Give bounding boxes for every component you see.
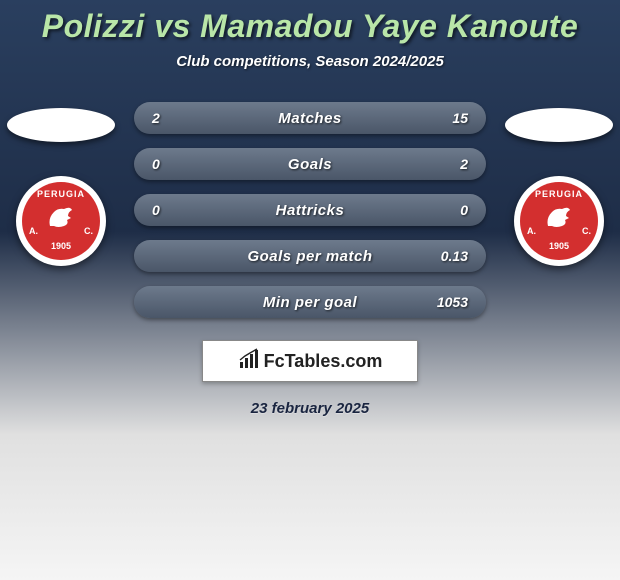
stat-row-goals: 0 Goals 2: [134, 148, 486, 180]
crest-inner: PERUGIA A. C. 1905: [22, 182, 100, 260]
left-player-column: PERUGIA A. C. 1905: [6, 108, 116, 266]
stat-value-left: 0: [152, 156, 192, 172]
stat-value-right: 0.13: [428, 248, 468, 264]
stat-label: Min per goal: [263, 294, 357, 311]
stat-value-right: 1053: [428, 294, 468, 310]
stat-value-right: 2: [428, 156, 468, 172]
watermark-brand: FcTables.com: [264, 351, 383, 372]
griffin-icon: [542, 200, 576, 242]
bar-chart-icon: [238, 348, 260, 375]
stat-label: Hattricks: [276, 202, 345, 219]
stat-label: Matches: [278, 110, 342, 127]
crest-club-name-left: PERUGIA: [37, 189, 85, 199]
stat-row-hattricks: 0 Hattricks 0: [134, 194, 486, 226]
stat-row-matches: 2 Matches 15: [134, 102, 486, 134]
crest-inner: PERUGIA A. C. 1905: [520, 182, 598, 260]
generation-date: 23 february 2025: [0, 400, 620, 417]
nation-shape-right: [505, 108, 613, 142]
nation-shape-left: [7, 108, 115, 142]
club-crest-right: PERUGIA A. C. 1905: [514, 176, 604, 266]
crest-ac-left: A.: [29, 226, 38, 236]
stat-value-right: 0: [428, 202, 468, 218]
crest-club-name-right: PERUGIA: [535, 189, 583, 199]
stat-label: Goals: [288, 156, 332, 173]
page-title: Polizzi vs Mamadou Yaye Kanoute: [0, 0, 620, 45]
watermark[interactable]: FcTables.com: [202, 340, 418, 382]
right-player-column: PERUGIA A. C. 1905: [504, 108, 614, 266]
crest-ac-right: C.: [84, 226, 93, 236]
crest-year-right: 1905: [549, 241, 569, 251]
comparison-container: PERUGIA A. C. 1905 2 Matches 15 0 Goals …: [0, 108, 620, 318]
crest-ac-left: A.: [527, 226, 536, 236]
stat-label: Goals per match: [247, 248, 372, 265]
page-subtitle: Club competitions, Season 2024/2025: [0, 53, 620, 70]
stat-row-goals-per-match: Goals per match 0.13: [134, 240, 486, 272]
stat-value-right: 15: [428, 110, 468, 126]
stat-row-min-per-goal: Min per goal 1053: [134, 286, 486, 318]
stat-value-left: 2: [152, 110, 192, 126]
stats-list: 2 Matches 15 0 Goals 2 0 Hattricks 0 Goa…: [134, 102, 486, 318]
stat-value-left: 0: [152, 202, 192, 218]
club-crest-left: PERUGIA A. C. 1905: [16, 176, 106, 266]
griffin-icon: [44, 200, 78, 242]
crest-ac-right: C.: [582, 226, 591, 236]
crest-year-left: 1905: [51, 241, 71, 251]
